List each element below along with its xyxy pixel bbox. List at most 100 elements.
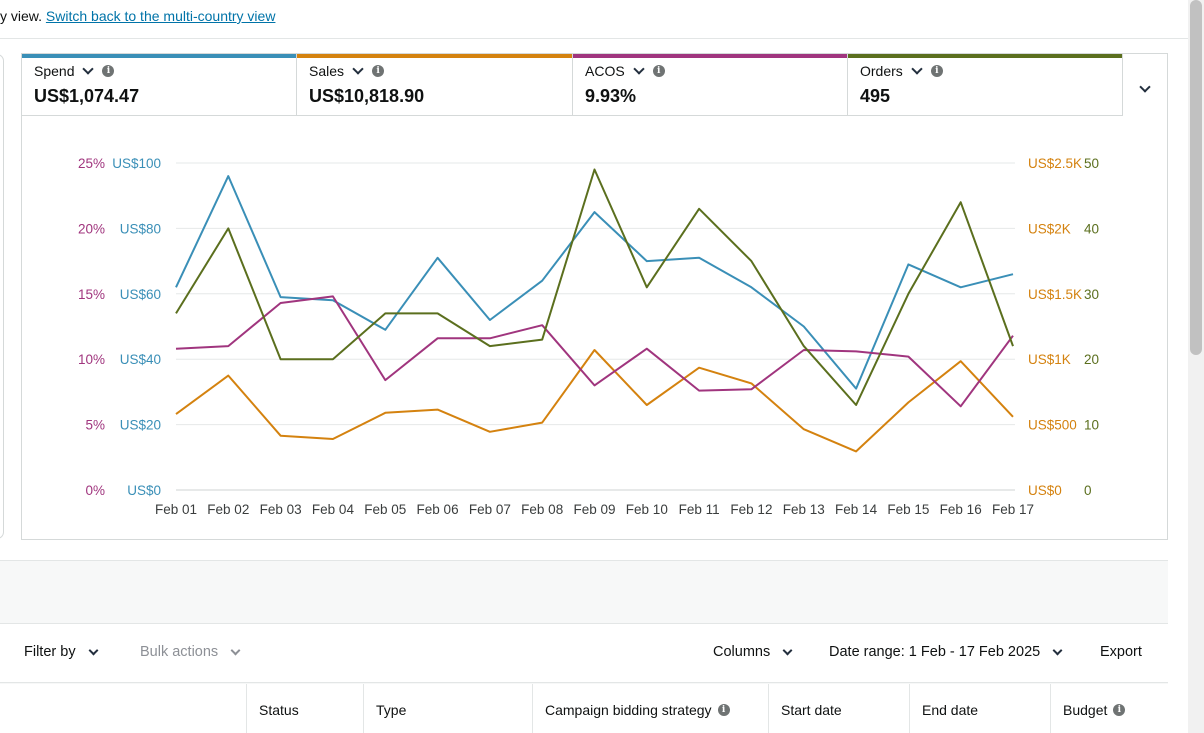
sales-axis-tick-label: US$2.5K [1028,156,1082,171]
column-header-label: Status [259,702,299,718]
date-range-label: Date range: 1 Feb - 17 Feb 2025 [829,644,1041,660]
acos-axis-tick-label: 25% [78,156,105,171]
metric-value: 9.93% [585,86,637,106]
filter-by-dropdown[interactable]: Filter by [24,644,101,660]
chevron-down-icon [88,645,99,655]
x-axis-tick-label: Feb 07 [469,502,511,517]
metric-label: Orders [860,63,903,79]
info-icon[interactable]: i [717,704,730,716]
divider [0,38,1188,39]
column-header-status[interactable]: Status [246,684,363,733]
metric-value: US$1,074.47 [34,86,140,106]
x-axis-tick-label: Feb 12 [730,502,772,517]
metric-tile-sales[interactable]: Sales i US$10,818.90 [297,54,573,116]
acos-axis-tick-label: 20% [78,221,105,236]
sales-axis-tick-label: US$1.5K [1028,287,1082,302]
column-header-budget[interactable]: Budget i [1050,684,1168,733]
column-header-label: Start date [781,702,842,718]
metric-tile-acos[interactable]: ACOS i 9.93% [573,54,848,116]
x-axis-tick-label: Feb 06 [417,502,459,517]
date-range-dropdown[interactable]: Date range: 1 Feb - 17 Feb 2025 [829,644,1065,660]
acos-axis-tick-label: 5% [85,418,105,433]
metric-tile-spend[interactable]: Spend i US$1,074.47 [22,54,297,116]
metric-label: ACOS [585,63,625,79]
x-axis-tick-label: Feb 01 [155,502,197,517]
spend-axis-tick-label: US$80 [120,221,161,236]
performance-line-chart: 25% 20% 15% 10% 5% 0% US$100 US$80 US$60 US$40 US$… [78,156,1099,517]
column-header-type[interactable]: Type [363,684,532,733]
sales-axis-tick-label: US$500 [1028,418,1077,433]
x-axis-tick-label: Feb 02 [207,502,249,517]
x-axis-tick-label: Feb 04 [312,502,355,517]
series-line-acos [175,295,1014,408]
metrics-chart-card: Spend i US$1,074.47 Sales i US$10,818.90… [21,53,1168,540]
table-toolbar: Filter by Bulk actions Columns Date rang… [0,623,1168,683]
column-header-end-date[interactable]: End date [909,684,1050,733]
page-scrollbar[interactable] [1188,0,1204,733]
scrollbar-thumb[interactable] [1190,0,1202,355]
bulk-actions-dropdown[interactable]: Bulk actions [140,644,243,660]
metric-value: 495 [860,86,891,106]
metric-color-bar [573,54,847,58]
x-axis-tick-label: Feb 14 [835,502,878,517]
bulk-actions-label: Bulk actions [140,644,219,660]
export-button[interactable]: Export [1100,644,1142,660]
sales-axis-tick-label: US$2K [1028,221,1071,236]
metric-tile-orders[interactable]: Orders i 495 [848,54,1123,116]
series-line-orders [175,168,1014,406]
sales-axis-tick-label: US$1K [1028,352,1071,367]
view-notice: y view. Switch back to the multi-country… [0,8,275,24]
column-header-label: Type [376,702,407,718]
orders-axis-tick-label: 30 [1084,287,1099,302]
spend-axis-tick-label: US$20 [120,418,161,433]
left-panel-edge [0,54,4,539]
orders-axis-tick-label: 50 [1084,156,1099,171]
x-axis-tick-label: Feb 09 [573,502,615,517]
table-header-row: Status Type Campaign bidding strategy i … [0,684,1168,733]
series-line-spend [175,175,1014,390]
column-header-bidding-strategy[interactable]: Campaign bidding strategy i [532,684,768,733]
chevron-down-icon [1052,645,1063,655]
metric-color-bar [848,54,1122,58]
info-icon[interactable]: i [652,65,665,77]
x-axis-tick-label: Feb 05 [364,502,406,517]
series-line-sales [175,349,1014,453]
metric-color-bar [22,54,296,58]
info-icon[interactable]: i [102,65,115,77]
x-axis-tick-label: Feb 10 [626,502,668,517]
x-axis-tick-label: Feb 11 [679,502,720,517]
column-header-label: Campaign bidding strategy [545,702,712,718]
metric-label: Sales [309,63,345,79]
x-axis-tick-label: Feb 13 [783,502,825,517]
column-header-label: End date [922,702,979,718]
export-label: Export [1100,644,1142,660]
metric-color-bar [297,54,572,58]
switch-multi-country-link[interactable]: Switch back to the multi-country view [45,8,276,24]
orders-axis-tick-label: 10 [1084,418,1099,433]
columns-label: Columns [713,644,771,660]
spend-axis-tick-label: US$0 [127,483,161,498]
filter-by-label: Filter by [24,644,76,660]
columns-dropdown[interactable]: Columns [713,644,795,660]
view-notice-text: y view. [0,8,46,24]
orders-axis-tick-label: 0 [1084,483,1092,498]
column-header-start-date[interactable]: Start date [768,684,909,733]
acos-axis-tick-label: 10% [78,352,105,367]
info-icon[interactable]: i [1113,704,1126,716]
info-icon[interactable]: i [930,65,943,77]
x-axis-tick-label: Feb 08 [521,502,563,517]
acos-axis-tick-label: 0% [85,483,105,498]
chevron-down-icon [782,645,793,655]
spend-axis-tick-label: US$100 [112,156,161,171]
orders-axis-tick-label: 40 [1084,221,1099,236]
column-header-label: Budget [1063,702,1108,718]
spend-axis-tick-label: US$60 [120,287,161,302]
x-axis-tick-label: Feb 15 [887,502,929,517]
sales-axis-tick-label: US$0 [1028,483,1062,498]
acos-axis-tick-label: 15% [78,287,105,302]
orders-axis-tick-label: 20 [1084,352,1099,367]
chevron-down-icon [230,645,241,655]
x-axis-tick-label: Feb 16 [940,502,982,517]
info-icon[interactable]: i [372,65,385,77]
metric-label: Spend [34,63,75,79]
